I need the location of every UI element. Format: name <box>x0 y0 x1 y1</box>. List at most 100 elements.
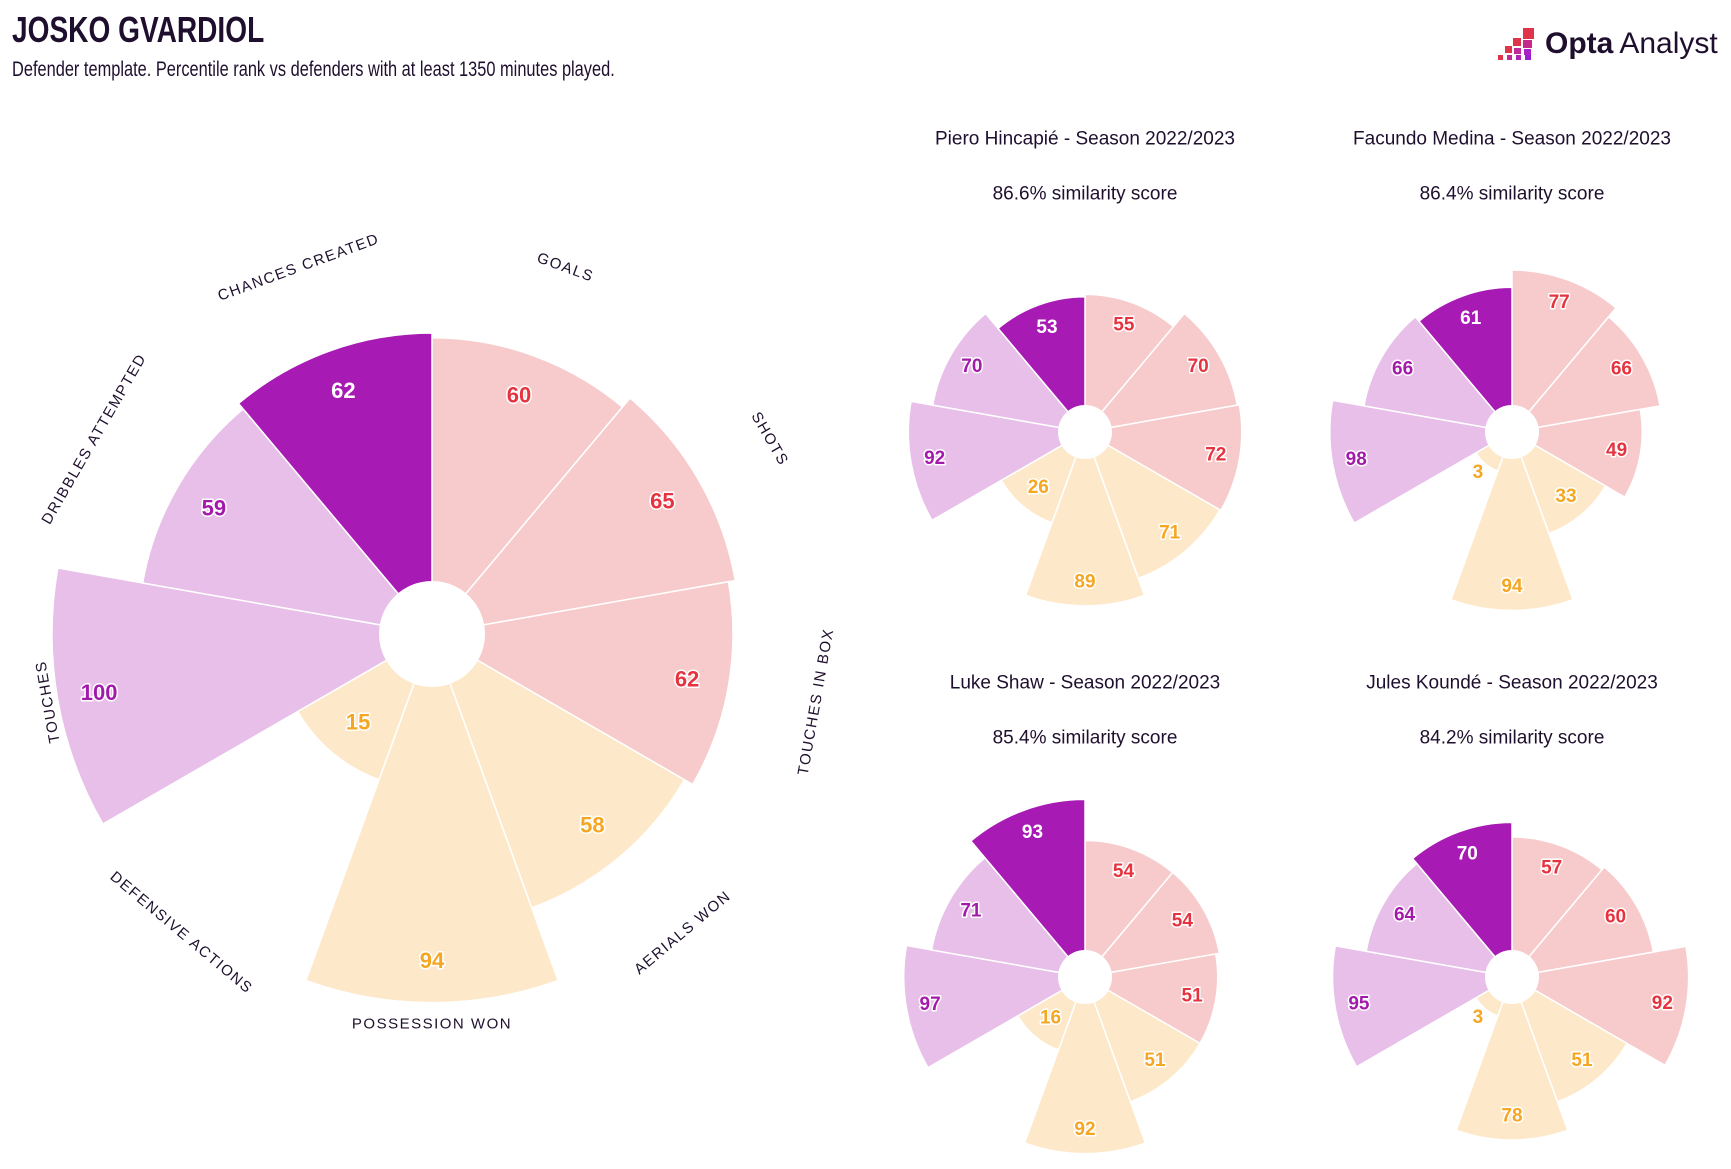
category-label: SHOTS <box>748 409 792 469</box>
value-label: 65 <box>650 489 674 514</box>
slice-dribbles-attempted <box>931 312 1087 434</box>
category-label: DEFENSIVE ACTIONS <box>107 868 256 997</box>
slice-chances-created <box>1417 286 1513 435</box>
comparison-pizza-chart: 77 66 49 33 94 3 98 66 61 <box>1329 269 1661 612</box>
value-label: 51 <box>1182 985 1204 1006</box>
center-hole <box>379 581 485 687</box>
slice-shots <box>1510 315 1661 434</box>
center-hole <box>1485 950 1539 1004</box>
slice-goals <box>431 337 624 637</box>
slice-touches <box>902 944 1088 1069</box>
center-hole <box>1485 405 1539 459</box>
slice-possession-won <box>1449 429 1575 612</box>
slice-dribbles-attempted <box>930 856 1087 979</box>
value-label: 71 <box>1159 522 1181 543</box>
value-label: 53 <box>1036 317 1057 338</box>
center-hole <box>1058 405 1112 459</box>
value-label: 94 <box>1501 576 1523 597</box>
comparison-title: Facundo Medina - Season 2022/2023 <box>1353 129 1671 150</box>
value-label: 16 <box>1040 1008 1061 1029</box>
value-label: 98 <box>1346 449 1367 470</box>
slice-chances-created <box>969 798 1086 980</box>
slice-shots <box>1083 871 1221 979</box>
slice-possession-won <box>304 631 560 1004</box>
slice-touches <box>1329 399 1515 525</box>
slice-dribbles-attempted <box>141 407 434 636</box>
slice-touches-in-box <box>1509 945 1690 1067</box>
page-subtitle: Defender template. Percentile rank vs de… <box>12 58 615 81</box>
value-label: 89 <box>1074 571 1095 592</box>
pizza-charts: 60 65 62 58 94 15 100 59 62 GOALS SHOTS TOUCHES IN … <box>32 129 1690 1155</box>
comparison-title: Luke Shaw - Season 2022/2023 <box>950 673 1220 694</box>
slice-touches-in-box <box>1082 953 1219 1045</box>
slice-touches-in-box <box>1509 408 1643 499</box>
comparison-pizza-chart: 54 54 51 51 92 16 97 71 93 <box>902 798 1221 1155</box>
value-label: 100 <box>81 680 118 705</box>
similarity-score: 86.4% similarity score <box>1420 184 1605 205</box>
slice-touches-in-box <box>1082 403 1243 512</box>
value-label: 70 <box>1457 844 1478 865</box>
slice-defensive-actions <box>1000 430 1087 524</box>
slice-goals <box>1084 839 1174 980</box>
value-label: 92 <box>924 448 945 469</box>
value-label: 3 <box>1473 462 1484 483</box>
category-label: AERIALS WON <box>631 887 734 978</box>
value-label: 97 <box>920 994 941 1015</box>
comparison-pizza-chart: 57 60 92 51 78 3 95 64 70 <box>1331 821 1690 1141</box>
value-label: 49 <box>1606 440 1627 461</box>
similarity-score: 85.4% similarity score <box>993 728 1178 749</box>
logo-opta-text: Opta <box>1545 27 1614 60</box>
slice-shots <box>430 397 737 636</box>
slice-aerials-won <box>1510 430 1607 535</box>
value-label: 58 <box>580 813 604 838</box>
slice-goals <box>1511 269 1618 435</box>
slice-possession-won <box>1455 974 1569 1141</box>
value-label: 64 <box>1394 904 1416 925</box>
similarity-score: 84.2% similarity score <box>1420 728 1605 749</box>
value-label: 72 <box>1205 445 1226 466</box>
comparison-title: Piero Hincapié - Season 2022/2023 <box>935 129 1235 150</box>
value-label: 66 <box>1611 358 1632 379</box>
opta-logo-icon <box>1498 28 1534 60</box>
value-label: 78 <box>1501 1105 1522 1126</box>
slice-aerials-won <box>430 632 686 909</box>
slice-aerials-won <box>1510 975 1628 1103</box>
value-label: 51 <box>1571 1050 1593 1071</box>
slice-aerials-won <box>1083 430 1221 580</box>
value-label: 26 <box>1028 477 1049 498</box>
value-label: 54 <box>1172 910 1194 931</box>
center-hole <box>1058 950 1112 1004</box>
value-label: 15 <box>346 710 370 735</box>
value-label: 92 <box>1074 1119 1095 1140</box>
comparison-title: Jules Koundé - Season 2022/2023 <box>1366 673 1658 694</box>
slice-chances-created <box>237 332 433 637</box>
slice-touches <box>51 567 435 826</box>
category-label: GOALS <box>535 249 596 285</box>
slice-touches <box>1331 944 1515 1068</box>
value-label: 57 <box>1541 857 1562 878</box>
category-label: POSSESSION WON <box>352 1016 512 1033</box>
slice-aerials-won <box>1083 975 1201 1103</box>
category-label: TOUCHES IN BOX <box>795 627 838 777</box>
slice-shots <box>1510 865 1655 979</box>
value-label: 77 <box>1549 292 1570 313</box>
slice-dribbles-attempted <box>1363 315 1514 434</box>
value-label: 71 <box>960 901 982 922</box>
slice-chances-created <box>1411 821 1513 980</box>
slice-goals <box>1511 836 1604 980</box>
slice-possession-won <box>1023 974 1147 1155</box>
comparison-pizza-chart: 55 70 72 71 89 26 92 70 53 <box>907 293 1243 607</box>
value-label: 92 <box>1652 993 1673 1014</box>
slice-touches <box>907 400 1088 522</box>
main-pizza-chart: 60 65 62 58 94 15 100 59 62 GOALS SHOTS TOUCHES IN … <box>32 230 837 1032</box>
category-label: DRIBBLES ATTEMPTED <box>38 351 150 528</box>
value-label: 62 <box>331 378 355 403</box>
value-label: 51 <box>1144 1050 1166 1071</box>
category-label: CHANCES CREATED <box>216 230 382 304</box>
value-label: 3 <box>1473 1007 1484 1028</box>
value-label: 60 <box>507 383 531 408</box>
slice-touches-in-box <box>429 580 734 786</box>
slice-dribbles-attempted <box>1365 862 1514 979</box>
value-label: 61 <box>1460 308 1482 329</box>
slice-possession-won <box>1024 429 1146 607</box>
